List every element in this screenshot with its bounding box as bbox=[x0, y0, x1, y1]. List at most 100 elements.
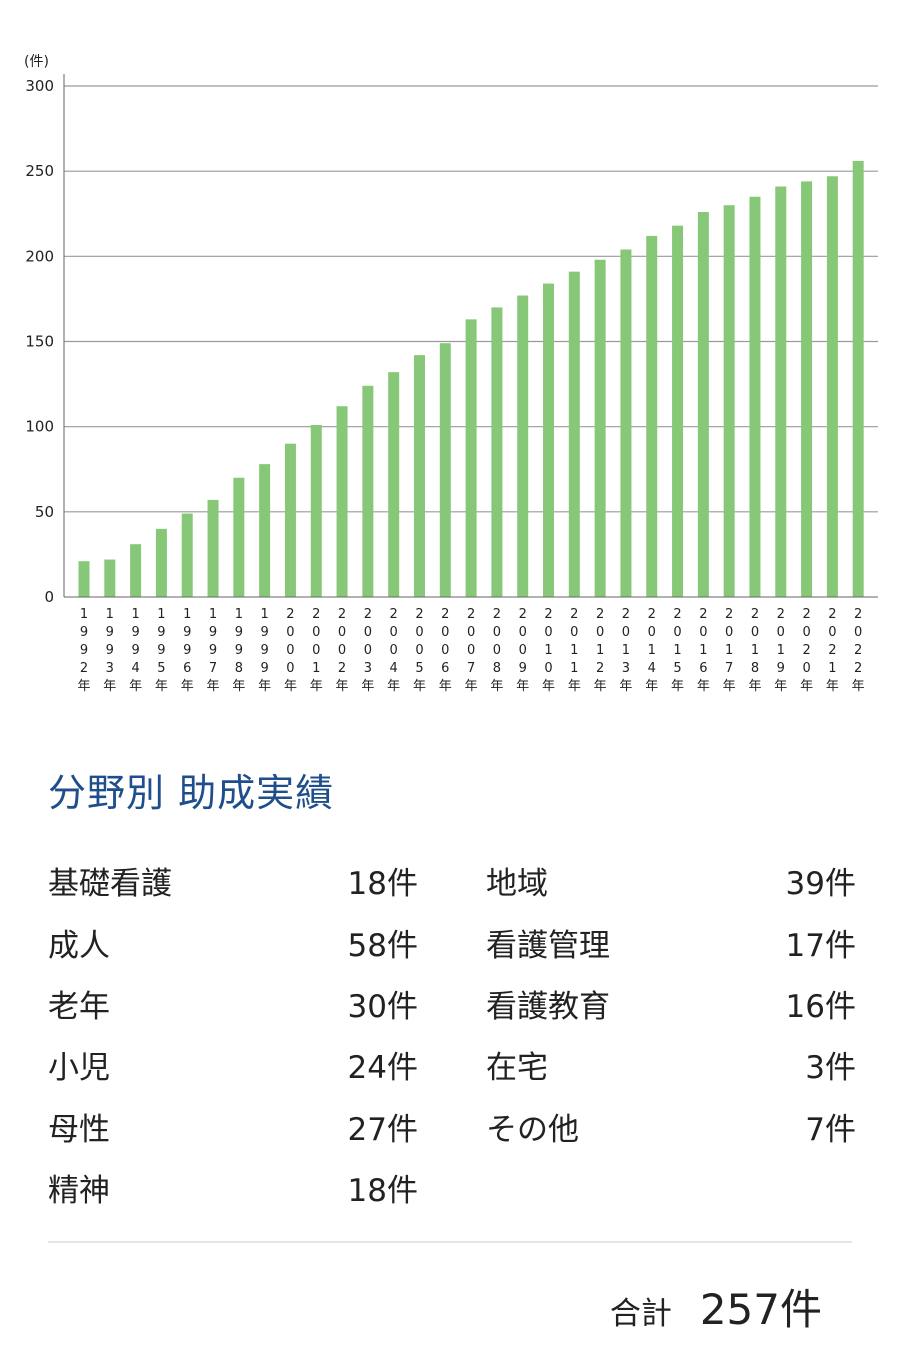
field-row: 小児 24件 bbox=[48, 1034, 418, 1095]
field-row: 母性 27件 bbox=[48, 1096, 418, 1157]
bar bbox=[181, 513, 193, 597]
field-name: 地域 bbox=[486, 866, 548, 903]
bar bbox=[104, 559, 116, 597]
field-count: 3件 bbox=[805, 1050, 856, 1087]
bar bbox=[672, 225, 684, 597]
field-count: 30件 bbox=[347, 988, 418, 1025]
field-name: 成人 bbox=[48, 927, 110, 964]
field-count: 18件 bbox=[347, 866, 418, 903]
field-row: 地域 39件 bbox=[486, 850, 856, 911]
field-count: 58件 bbox=[347, 927, 418, 964]
field-row: 在宅 3件 bbox=[486, 1034, 856, 1095]
bar bbox=[388, 372, 400, 597]
field-count: 7件 bbox=[805, 1111, 856, 1148]
field-count: 16件 bbox=[785, 988, 856, 1025]
y-unit-label: (件) bbox=[24, 54, 49, 70]
bar bbox=[594, 259, 606, 597]
y-tick-label: 150 bbox=[25, 333, 54, 351]
bar bbox=[259, 464, 271, 597]
field-row: 老年 30件 bbox=[48, 973, 418, 1034]
field-list-left: 基礎看護 18件 成人 58件 老年 30件 小児 24件 母性 27件 精神 18件 bbox=[48, 850, 418, 1218]
field-name: 基礎看護 bbox=[48, 866, 172, 903]
section-title: 分野別 助成実績 bbox=[48, 771, 335, 815]
field-name: 母性 bbox=[48, 1111, 110, 1148]
bar bbox=[826, 176, 838, 597]
total-value: 257件 bbox=[699, 1285, 822, 1334]
bar bbox=[749, 196, 761, 597]
field-name: 老年 bbox=[48, 988, 110, 1025]
total-label: 合計 bbox=[609, 1296, 672, 1332]
field-row: 精神 18件 bbox=[48, 1157, 418, 1218]
y-tick-label: 250 bbox=[25, 162, 54, 180]
bar bbox=[568, 271, 580, 597]
bar bbox=[491, 307, 503, 597]
field-count: 39件 bbox=[785, 866, 856, 903]
bar bbox=[723, 205, 735, 597]
x-axis-categories: 1 9 9 2 年 1 9 9 3 年 1 9 9 4 年 1 9 9 5 年 1 9 9 6 年 1 9 9 7 年 1 9 9 8 年 1 9 9 9 年… bbox=[77, 607, 864, 694]
total: 合計 257件 bbox=[610, 1276, 822, 1337]
bar bbox=[465, 319, 477, 597]
bar bbox=[78, 561, 90, 597]
field-row: その他 7件 bbox=[486, 1096, 856, 1157]
bar bbox=[646, 235, 658, 598]
bar bbox=[620, 249, 632, 597]
y-tick-label: 200 bbox=[25, 247, 54, 265]
field-name: 看護管理 bbox=[486, 927, 610, 964]
y-tick-label: 0 bbox=[44, 588, 54, 606]
bar bbox=[336, 406, 348, 597]
field-list-right: 地域 39件 看護管理 17件 看護教育 16件 在宅 3件 その他 7件 bbox=[486, 850, 856, 1157]
bar bbox=[155, 528, 167, 597]
field-count: 17件 bbox=[785, 927, 856, 964]
bar bbox=[362, 385, 374, 597]
field-name: 精神 bbox=[48, 1173, 110, 1210]
bar bbox=[284, 443, 296, 597]
y-tick-label: 100 bbox=[25, 418, 54, 436]
field-name: 看護教育 bbox=[486, 988, 610, 1025]
bar bbox=[439, 343, 451, 597]
field-row: 成人 58件 bbox=[48, 911, 418, 972]
field-row: 看護教育 16件 bbox=[486, 973, 856, 1034]
bar bbox=[413, 355, 425, 597]
bar bbox=[852, 160, 864, 598]
bar bbox=[697, 212, 709, 597]
bars bbox=[78, 160, 864, 598]
field-row: 基礎看護 18件 bbox=[48, 850, 418, 911]
field-count: 27件 bbox=[347, 1111, 418, 1148]
field-name: 在宅 bbox=[486, 1050, 548, 1087]
bar bbox=[801, 181, 813, 598]
bar bbox=[310, 424, 322, 597]
bar bbox=[543, 283, 555, 597]
field-name: 小児 bbox=[48, 1050, 110, 1087]
bar bbox=[233, 477, 245, 597]
field-row: 看護管理 17件 bbox=[486, 911, 856, 972]
field-name: その他 bbox=[486, 1111, 579, 1148]
y-tick-label: 300 bbox=[25, 77, 54, 95]
